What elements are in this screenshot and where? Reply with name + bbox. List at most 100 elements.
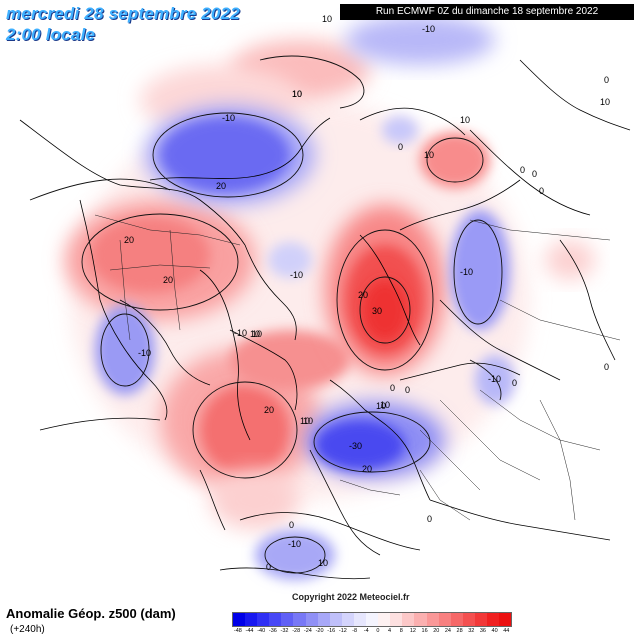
- legend-tick: 44: [503, 628, 510, 634]
- contour-label: 20: [264, 405, 274, 415]
- contour-label: 10: [292, 89, 302, 99]
- legend-tick: 8: [399, 628, 403, 634]
- legend-swatch: [462, 613, 475, 626]
- contour-label: 0: [604, 75, 609, 85]
- variable-title: Anomalie Géop. z500 (dam): [6, 606, 176, 621]
- legend-tick: -48: [233, 628, 242, 634]
- legend-swatch: [269, 613, 282, 626]
- legend-swatch: [245, 613, 258, 626]
- legend-swatch: [233, 613, 246, 626]
- legend-tick: -20: [315, 628, 324, 634]
- contour-labels: 10 10 -10 0 -10 20 10 10 0 0 0 0 20 -10 …: [124, 14, 610, 572]
- contour-label: 0: [390, 383, 395, 393]
- contour-label: 10: [376, 401, 386, 411]
- legend-colorbar: [232, 612, 512, 627]
- contour-label: 20: [358, 290, 368, 300]
- contour-label: 10: [600, 97, 610, 107]
- legend-tick: 32: [468, 628, 475, 634]
- contour-label: -10: [138, 348, 151, 358]
- legend-swatch: [402, 613, 415, 626]
- legend-tick: -8: [352, 628, 357, 634]
- anomaly-shading: [65, 15, 595, 580]
- country-borders: [94, 214, 621, 521]
- contour-label: -30: [349, 441, 362, 451]
- legend-swatch: [329, 613, 342, 626]
- copyright-text: Copyright 2022 Meteociel.fr: [292, 592, 410, 602]
- contour-label: 20: [362, 464, 372, 474]
- contour-label: -10: [288, 539, 301, 549]
- contour-label: 0: [266, 562, 271, 572]
- contour-label: 30: [372, 306, 382, 316]
- contour-label: 10: [252, 329, 262, 339]
- contour-label: 0: [427, 514, 432, 524]
- legend-swatch: [450, 613, 463, 626]
- legend-tick: 0: [376, 628, 380, 634]
- contour-label: 0: [398, 142, 403, 152]
- legend-tick: 12: [409, 628, 416, 634]
- contour-label: 0: [512, 378, 517, 388]
- contour-label: 0: [289, 520, 294, 530]
- legend-swatch: [378, 613, 391, 626]
- color-legend: -48 -44 -40 -36 -32 -28 -24 -20 -16 -12 -8 -4 0 4 8 12 1…: [232, 612, 512, 638]
- model-run-banner: Run ECMWF 0Z du dimanche 18 septembre 20…: [340, 4, 634, 20]
- legend-tick: 16: [421, 628, 428, 634]
- legend-tick: 20: [433, 628, 440, 634]
- legend-tick: -12: [338, 628, 347, 634]
- legend-tick: 40: [491, 628, 498, 634]
- legend-swatch: [293, 613, 306, 626]
- legend-tick: -36: [268, 628, 277, 634]
- contour-label: 10: [250, 329, 260, 339]
- lead-time-label: (+240h): [10, 624, 45, 635]
- legend-swatch: [317, 613, 330, 626]
- contour-label: -10: [488, 374, 501, 384]
- contour-label: -10: [422, 24, 435, 34]
- contour-label: -10: [234, 328, 247, 338]
- contour-label: -10: [222, 113, 235, 123]
- contour-label: 0: [520, 165, 525, 175]
- legend-tick: -24: [303, 628, 312, 634]
- legend-swatch: [353, 613, 367, 626]
- legend-swatch: [414, 613, 427, 626]
- forecast-date-title: mercredi 28 septembre 2022: [6, 4, 240, 23]
- legend-tick: -4: [363, 628, 369, 634]
- contour-label: 10: [300, 416, 310, 426]
- legend-swatch: [426, 613, 439, 626]
- contour-label: -10: [460, 267, 473, 277]
- legend-tick: 24: [444, 628, 451, 634]
- contour-label: 0: [539, 186, 544, 196]
- contour-label: 10: [380, 400, 390, 410]
- contour-label: 10: [318, 558, 328, 568]
- contour-label: 10: [424, 150, 434, 160]
- coastlines: [19, 59, 631, 580]
- contour-label: 10: [322, 14, 332, 24]
- legend-swatch: [486, 613, 500, 626]
- legend-swatch: [499, 613, 512, 626]
- contour-label: 10: [303, 416, 313, 426]
- legend-tick: -40: [257, 628, 266, 634]
- legend-swatch: [257, 613, 270, 626]
- legend-swatch: [390, 613, 403, 626]
- contour-label: 0: [532, 169, 537, 179]
- legend-swatch: [281, 613, 294, 626]
- forecast-time-title: 2:00 locale: [6, 25, 96, 44]
- contour-label: 10: [460, 115, 470, 125]
- legend-tick: 36: [479, 628, 486, 634]
- legend-tick-labels: -48 -44 -40 -36 -32 -28 -24 -20 -16 -12 -8 -4 0 4 8 12 1…: [232, 628, 512, 634]
- legend-swatch: [341, 613, 354, 626]
- legend-swatch: [366, 613, 379, 626]
- legend-tick: -44: [245, 628, 254, 634]
- legend-swatch: [438, 613, 451, 626]
- legend-tick: 4: [388, 628, 392, 634]
- legend-swatch: [305, 613, 318, 626]
- contour-label: 10: [292, 89, 302, 99]
- contour-label: -10: [290, 270, 303, 280]
- legend-tick: -28: [292, 628, 301, 634]
- contour-label: 0: [604, 362, 609, 372]
- contour-label: 20: [216, 181, 226, 191]
- legend-swatch: [474, 613, 487, 626]
- anomaly-contours: [29, 55, 503, 574]
- contour-label: 20: [163, 275, 173, 285]
- contour-label: 0: [405, 385, 410, 395]
- legend-tick: -16: [327, 628, 336, 634]
